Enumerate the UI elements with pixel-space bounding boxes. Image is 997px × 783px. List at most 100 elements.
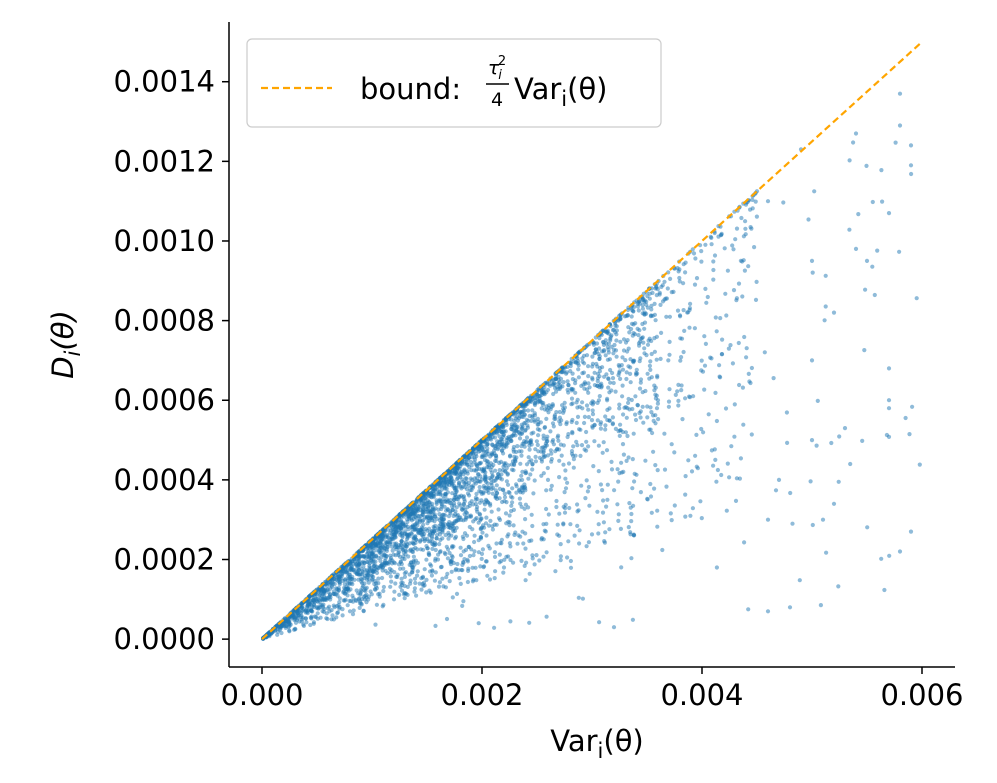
scatter-point [398,584,403,590]
scatter-point [646,338,651,343]
scatter-point [472,479,477,484]
scatter-point [374,602,379,607]
scatter-point [561,462,566,467]
scatter-point [483,474,488,479]
scatter-point [502,499,507,504]
scatter-point [358,592,363,597]
scatter-point [712,230,717,236]
scatter-point [402,571,407,576]
scatter-point [660,547,665,553]
scatter-point [382,563,387,568]
scatter-point [366,560,371,565]
scatter-point [372,587,377,592]
scatter-point [699,426,704,432]
scatter-point [524,462,530,467]
scatter-point [625,312,630,318]
scatter-point [668,276,673,281]
scatter-point [429,573,434,578]
scatter-point [378,558,383,564]
scatter-point [569,396,575,401]
scatter-point [644,299,649,304]
scatter-point [489,451,494,456]
scatter-point [742,540,747,545]
scatter-point [605,497,610,502]
scatter-point [291,613,296,618]
scatter-point [730,243,735,248]
scatter-point [563,502,568,507]
scatter-point [659,284,664,289]
scatter-point [453,568,458,573]
scatter-point [345,586,350,591]
scatter-point [634,472,639,477]
scatter-point [606,376,611,381]
scatter-point [510,560,516,565]
scatter-point [306,607,311,612]
scatter-point [350,574,355,579]
scatter-point [361,609,366,614]
scatter-point [711,277,716,282]
scatter-point [552,380,557,386]
scatter-point [647,427,652,432]
scatter-point [625,349,630,354]
scatter-point [514,484,519,489]
scatter-point [388,584,393,589]
scatter-point [348,566,353,571]
scatter-point [672,450,677,455]
scatter-point [421,580,427,585]
scatter-point [720,337,725,342]
scatter-point [568,558,574,564]
scatter-point [653,463,658,468]
scatter-point [679,388,684,393]
scatter-point [402,583,407,589]
y-tick-label: 0.0000 [114,622,215,656]
scatter-point [655,508,660,513]
scatter-point [557,415,563,420]
scatter-point [346,576,351,581]
scatter-point [603,423,608,428]
scatter-point [313,595,318,600]
scatter-point [590,354,595,359]
scatter-point [497,424,502,429]
scatter-point [730,361,736,366]
scatter-point [706,412,711,417]
scatter-point [309,616,314,621]
scatter-point [501,570,506,575]
scatter-point [391,522,396,527]
scatter-point [398,519,404,524]
scatter-point [529,512,534,517]
scatter-point [374,548,379,553]
scatter-point [374,570,380,576]
scatter-point [558,376,564,381]
scatter-point [443,552,448,557]
scatter-point [526,455,531,460]
scatter-point [376,544,381,549]
scatter-point [604,504,609,509]
scatter-point [313,614,319,620]
scatter-point [509,500,515,505]
scatter-point [717,363,722,368]
scatter-point [590,399,595,404]
scatter-point [734,226,740,231]
scatter-point [374,581,379,586]
scatter-point [365,575,370,580]
scatter-point [810,270,815,275]
scatter-point [468,476,473,481]
scatter-point [389,579,394,584]
scatter-point [620,429,625,435]
scatter-point [427,533,432,538]
scatter-point [728,343,733,348]
scatter-point [654,406,660,411]
scatter-point [629,397,634,403]
scatter-point [731,247,736,252]
scatter-point [495,429,500,434]
scatter-point [600,510,606,515]
scatter-point [637,359,642,364]
scatter-point [617,433,622,438]
scatter-point [709,235,714,240]
scatter-point [613,389,618,394]
scatter-point [709,356,714,361]
scatter-point [645,415,650,420]
scatter-point [367,563,372,568]
scatter-point [704,300,709,305]
scatter-point [526,418,531,423]
